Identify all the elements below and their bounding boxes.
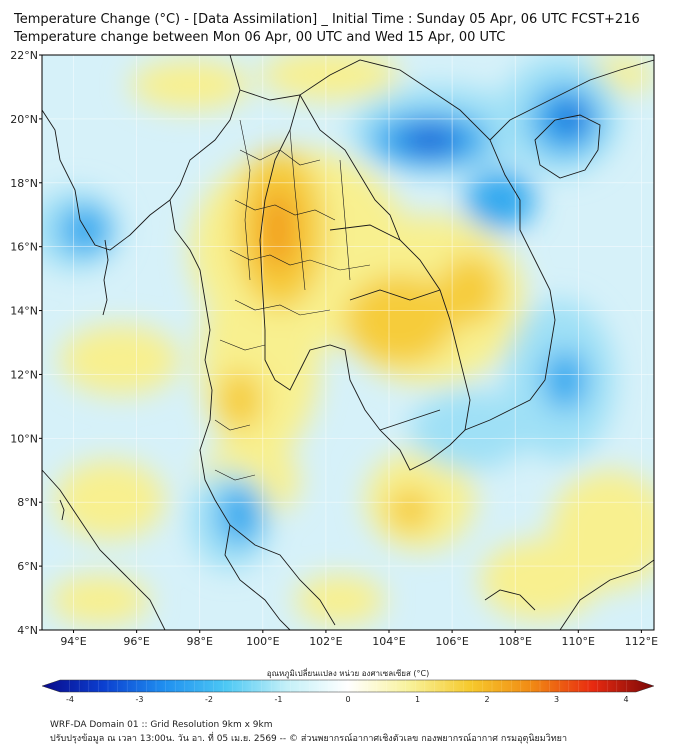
lat-tick-label: 18°N [10, 177, 38, 190]
province-lines [214, 119, 371, 481]
lat-tick-label: 12°N [10, 368, 38, 381]
lon-tick-label: 100°E [246, 635, 279, 648]
lon-tick-label: 96°E [123, 635, 149, 648]
colorbar-tick-label: 3 [554, 695, 559, 704]
colorbar-tick-label: -3 [136, 695, 144, 704]
lat-tick-label: 8°N [17, 496, 38, 509]
lat-tick-label: 10°N [10, 432, 38, 445]
colorbar-label: อุณหภูมิเปลี่ยนแปลง หน่วย องศาเซลเซียส (… [267, 667, 429, 679]
colorbar-tick-label: 4 [623, 695, 628, 704]
lon-tick-label: 108°E [498, 635, 531, 648]
lon-tick-label: 110°E [562, 635, 595, 648]
lon-tick-label: 112°E [625, 635, 658, 648]
longitude-axis: 94°E 96°E 98°E 100°E 102°E 104°E 106°E 108°E 110… [60, 630, 658, 648]
colorbar [41, 679, 655, 693]
latitude-axis: 22°N 20°N 18°N 16°N 14°N 12°N 10°N 8°N 6°N 4°N [10, 49, 42, 637]
lon-tick-label: 94°E [60, 635, 86, 648]
coastlines-and-borders [42, 55, 654, 630]
map-title: Temperature Change (°C) - [Data Assimila… [14, 12, 640, 27]
update-credit: ปรับปรุงข้อมูล ณ เวลา 13:00น. วัน อา. ที… [50, 734, 568, 744]
lon-tick-label: 104°E [372, 635, 405, 648]
colorbar-tick-label: -4 [66, 695, 74, 704]
graticule [42, 55, 654, 630]
plot-frame [41, 54, 655, 631]
colorbar-tick-label: 1 [415, 695, 420, 704]
lat-tick-label: 22°N [10, 49, 38, 62]
lat-tick-label: 14°N [10, 305, 38, 318]
map-subtitle: Temperature change between Mon 06 Apr, 0… [14, 30, 506, 45]
colorbar-tick-label: -1 [275, 695, 283, 704]
colorbar-ticks: -4 -3 -2 -1 0 1 2 3 4 [66, 695, 629, 704]
lat-tick-label: 20°N [10, 113, 38, 126]
colorbar-tick-label: 2 [484, 695, 489, 704]
lat-tick-label: 4°N [17, 624, 38, 637]
lat-tick-label: 6°N [17, 560, 38, 573]
model-info: WRF-DA Domain 01 :: Grid Resolution 9km … [50, 720, 273, 730]
colorbar-tick-label: -2 [205, 695, 213, 704]
lon-tick-label: 102°E [309, 635, 342, 648]
lon-tick-label: 106°E [435, 635, 468, 648]
temperature-field [42, 55, 654, 630]
lon-tick-label: 98°E [187, 635, 213, 648]
colorbar-tick-label: 0 [345, 695, 350, 704]
lat-tick-label: 16°N [10, 241, 38, 254]
